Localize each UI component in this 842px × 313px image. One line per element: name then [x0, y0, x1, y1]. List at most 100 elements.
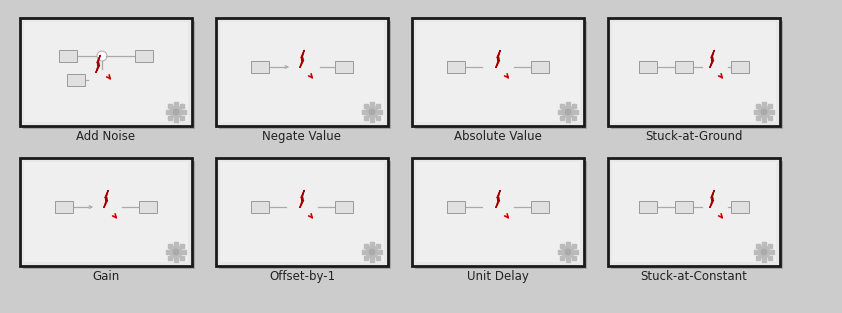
- Bar: [447, 61, 465, 73]
- Bar: [362, 110, 365, 114]
- Polygon shape: [496, 50, 500, 68]
- Bar: [412, 18, 584, 126]
- Bar: [612, 162, 776, 262]
- Circle shape: [562, 106, 574, 118]
- Bar: [675, 61, 693, 73]
- Bar: [251, 201, 269, 213]
- Bar: [558, 250, 562, 254]
- Bar: [768, 256, 771, 259]
- Bar: [639, 201, 657, 213]
- Bar: [180, 116, 184, 120]
- Bar: [370, 258, 374, 262]
- Bar: [365, 105, 368, 108]
- Bar: [183, 110, 186, 114]
- Bar: [574, 110, 578, 114]
- Bar: [561, 256, 564, 259]
- Bar: [216, 18, 388, 126]
- Bar: [335, 61, 353, 73]
- Bar: [370, 118, 374, 122]
- Bar: [180, 256, 184, 259]
- Text: Unit Delay: Unit Delay: [467, 270, 529, 283]
- Circle shape: [97, 51, 107, 61]
- Text: Stuck-at-Constant: Stuck-at-Constant: [641, 270, 748, 283]
- Bar: [376, 256, 380, 259]
- Bar: [168, 244, 172, 248]
- Bar: [762, 258, 766, 262]
- Bar: [412, 158, 584, 266]
- Bar: [770, 110, 774, 114]
- Bar: [574, 250, 578, 254]
- Bar: [770, 250, 774, 254]
- Bar: [216, 158, 388, 266]
- Circle shape: [366, 246, 378, 258]
- Bar: [756, 105, 760, 108]
- Bar: [174, 258, 178, 262]
- Bar: [608, 158, 780, 266]
- Bar: [219, 21, 391, 129]
- Bar: [566, 258, 570, 262]
- Bar: [24, 162, 188, 262]
- Bar: [611, 161, 783, 269]
- Bar: [365, 244, 368, 248]
- Text: Stuck-at-Ground: Stuck-at-Ground: [645, 130, 743, 143]
- Bar: [572, 116, 576, 120]
- Bar: [376, 244, 380, 248]
- Bar: [572, 256, 576, 259]
- Polygon shape: [710, 190, 714, 208]
- Circle shape: [761, 109, 767, 115]
- Bar: [335, 201, 353, 213]
- Polygon shape: [496, 190, 500, 208]
- Circle shape: [170, 246, 182, 258]
- Circle shape: [370, 249, 375, 255]
- Bar: [731, 201, 749, 213]
- Bar: [561, 105, 564, 108]
- Bar: [370, 242, 374, 246]
- Bar: [566, 118, 570, 122]
- Text: Negate Value: Negate Value: [263, 130, 342, 143]
- Bar: [23, 21, 195, 129]
- Circle shape: [173, 249, 179, 255]
- Circle shape: [562, 246, 574, 258]
- Bar: [447, 201, 465, 213]
- Polygon shape: [96, 55, 100, 73]
- Bar: [20, 18, 192, 126]
- Bar: [675, 201, 693, 213]
- Bar: [566, 242, 570, 246]
- Bar: [566, 102, 570, 106]
- Bar: [55, 201, 73, 213]
- Bar: [378, 110, 382, 114]
- Bar: [180, 105, 184, 108]
- Bar: [768, 116, 771, 120]
- Bar: [166, 110, 170, 114]
- Text: Absolute Value: Absolute Value: [454, 130, 542, 143]
- Bar: [174, 118, 178, 122]
- Circle shape: [370, 109, 375, 115]
- Bar: [220, 162, 384, 262]
- Bar: [139, 201, 157, 213]
- Bar: [365, 116, 368, 120]
- Bar: [180, 244, 184, 248]
- Bar: [762, 242, 766, 246]
- Bar: [561, 116, 564, 120]
- Bar: [754, 110, 758, 114]
- Bar: [24, 22, 188, 122]
- Bar: [572, 105, 576, 108]
- Bar: [415, 161, 587, 269]
- Bar: [135, 50, 153, 62]
- Bar: [251, 61, 269, 73]
- Bar: [166, 250, 170, 254]
- Bar: [756, 244, 760, 248]
- Bar: [754, 250, 758, 254]
- Bar: [756, 256, 760, 259]
- Bar: [378, 250, 382, 254]
- Bar: [183, 250, 186, 254]
- Bar: [612, 22, 776, 122]
- Bar: [174, 102, 178, 106]
- Bar: [376, 105, 380, 108]
- Circle shape: [565, 249, 571, 255]
- Circle shape: [173, 109, 179, 115]
- Bar: [639, 61, 657, 73]
- Bar: [220, 22, 384, 122]
- Bar: [416, 162, 580, 262]
- Bar: [59, 50, 77, 62]
